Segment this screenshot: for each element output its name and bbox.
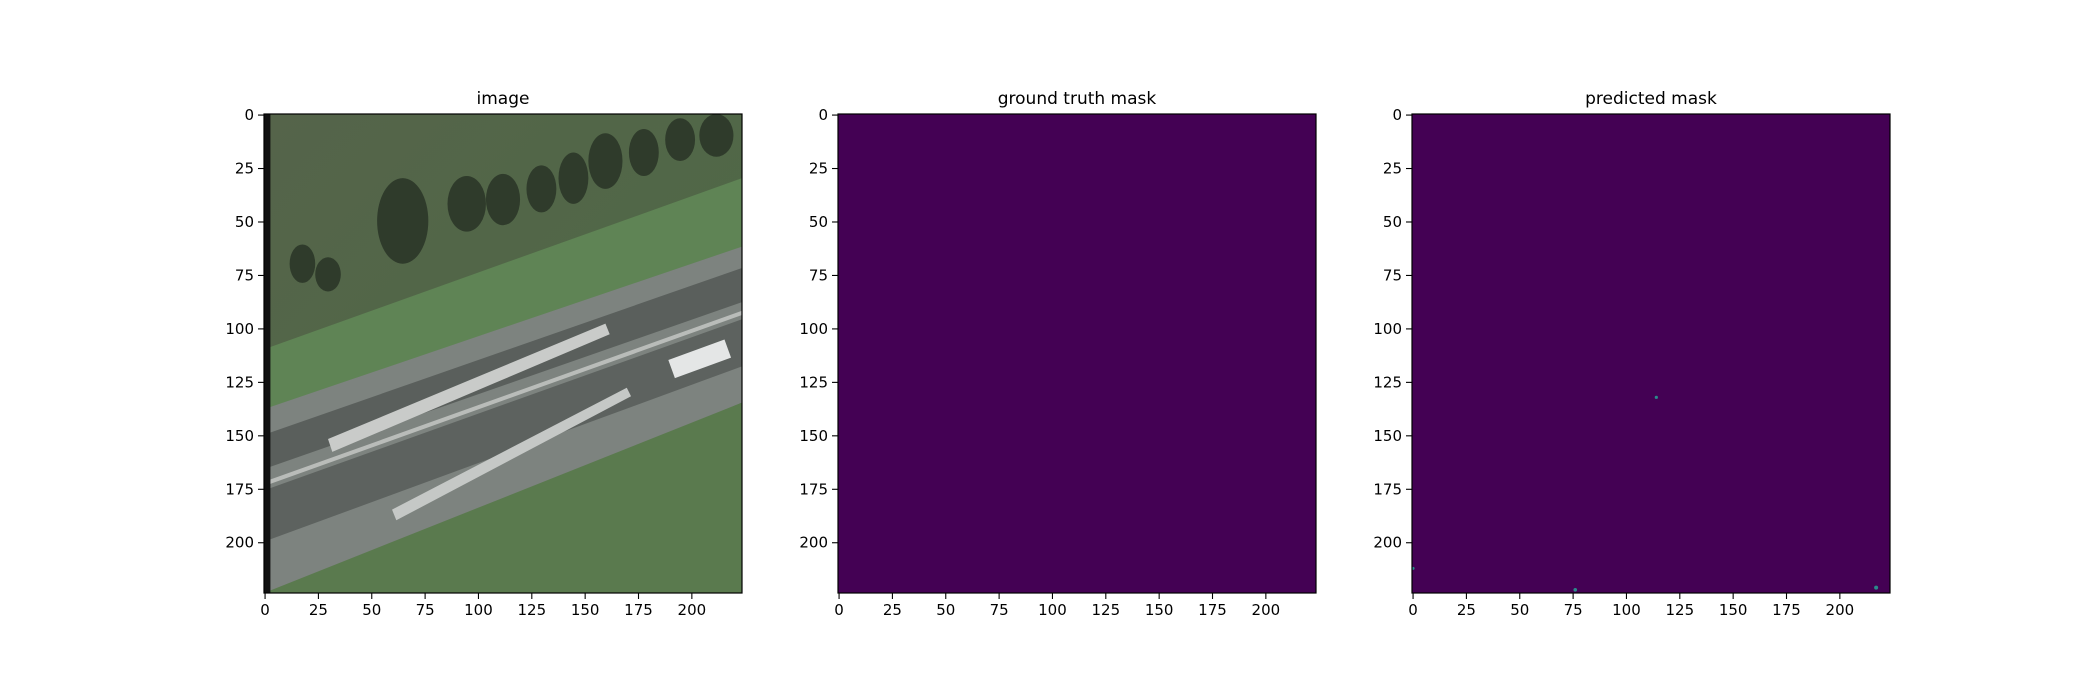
x-tick-label: 50 <box>362 601 381 619</box>
y-tick-label: 75 <box>809 266 828 284</box>
axes-title: image <box>477 89 530 109</box>
y-tick-label: 200 <box>799 534 828 552</box>
x-tick-label: 100 <box>464 601 493 619</box>
y-tick-label: 0 <box>244 106 254 124</box>
axes-title: predicted mask <box>1585 89 1717 109</box>
x-tick-label: 0 <box>834 601 844 619</box>
x-tick-label: 150 <box>571 601 600 619</box>
x-tick-label: 0 <box>1408 601 1418 619</box>
y-tick-label: 25 <box>809 160 828 178</box>
x-tick-label: 50 <box>936 601 955 619</box>
y-tick-label: 150 <box>799 427 828 445</box>
x-tick-label: 125 <box>1091 601 1120 619</box>
y-tick-label: 25 <box>235 160 254 178</box>
x-tick-label: 75 <box>416 601 435 619</box>
x-tick-label: 100 <box>1612 601 1641 619</box>
mask-speck <box>1573 587 1578 592</box>
x-tick-label: 75 <box>990 601 1009 619</box>
x-tick-label: 175 <box>624 601 653 619</box>
y-tick-label: 150 <box>225 427 254 445</box>
x-tick-label: 150 <box>1719 601 1748 619</box>
y-tick-label: 125 <box>225 373 254 391</box>
y-tick-label: 200 <box>1373 534 1402 552</box>
y-tick-label: 0 <box>818 106 828 124</box>
y-tick-label: 200 <box>225 534 254 552</box>
y-tick-label: 100 <box>1373 320 1402 338</box>
axes-frame <box>263 113 743 594</box>
y-tick-label: 75 <box>235 266 254 284</box>
x-tick-label: 100 <box>1038 601 1067 619</box>
x-tick-label: 200 <box>678 601 707 619</box>
x-tick-label: 25 <box>309 601 328 619</box>
x-tick-label: 150 <box>1145 601 1174 619</box>
mask-speck <box>1874 585 1879 590</box>
axes-title: ground truth mask <box>998 89 1157 109</box>
x-tick-label: 50 <box>1510 601 1529 619</box>
x-tick-label: 175 <box>1198 601 1227 619</box>
x-tick-label: 200 <box>1826 601 1855 619</box>
x-tick-label: 0 <box>260 601 270 619</box>
y-tick-label: 50 <box>1383 213 1402 231</box>
y-tick-label: 125 <box>1373 373 1402 391</box>
y-tick-label: 175 <box>1373 480 1402 498</box>
photo <box>264 114 742 593</box>
y-tick-label: 100 <box>225 320 254 338</box>
x-tick-label: 25 <box>1457 601 1476 619</box>
x-tick-label: 125 <box>1665 601 1694 619</box>
y-tick-label: 175 <box>225 480 254 498</box>
mask-image <box>1412 114 1890 593</box>
mask-speck <box>1654 395 1658 399</box>
x-tick-label: 125 <box>517 601 546 619</box>
y-tick-label: 125 <box>799 373 828 391</box>
y-tick-label: 50 <box>235 213 254 231</box>
mask-image <box>838 114 1316 593</box>
axes-frame <box>837 113 1317 594</box>
x-tick-label: 200 <box>1252 601 1281 619</box>
x-tick-label: 175 <box>1772 601 1801 619</box>
y-tick-label: 175 <box>799 480 828 498</box>
x-tick-label: 75 <box>1564 601 1583 619</box>
y-tick-label: 0 <box>1392 106 1402 124</box>
y-tick-label: 150 <box>1373 427 1402 445</box>
y-tick-label: 50 <box>809 213 828 231</box>
y-tick-label: 100 <box>799 320 828 338</box>
x-tick-label: 25 <box>883 601 902 619</box>
axes-frame <box>1411 113 1891 594</box>
y-tick-label: 75 <box>1383 266 1402 284</box>
y-tick-label: 25 <box>1383 160 1402 178</box>
